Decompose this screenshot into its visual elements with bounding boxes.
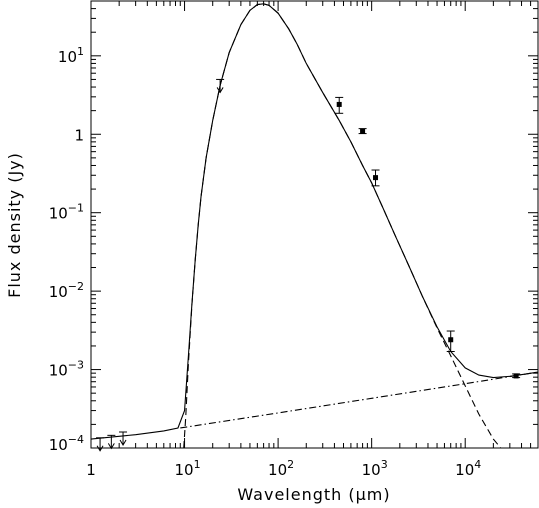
plot-frame (90, 0, 539, 449)
tick-label-base: 10 (175, 461, 194, 479)
tick-label-exponent: −1 (68, 202, 84, 215)
tick-label-base: 1 (74, 126, 84, 144)
tick-label-base: 10 (362, 461, 381, 479)
x-axis-label: Wavelength (μm) (237, 485, 390, 504)
y-tick-label: 10−4 (49, 433, 84, 454)
tick-label-exponent: 4 (474, 458, 481, 471)
y-tick-label: 101 (58, 45, 84, 66)
x-tick-label: 102 (268, 458, 294, 479)
x-tick-label: 101 (175, 458, 201, 479)
tick-label-base: 10 (455, 461, 474, 479)
x-tick-label: 104 (455, 458, 481, 479)
tick-label-exponent: 1 (194, 458, 201, 471)
y-tick-label: 10−1 (49, 202, 84, 223)
tick-label-base: 10 (49, 205, 68, 223)
tick-label-base: 10 (49, 436, 68, 454)
tick-label-base: 10 (49, 283, 68, 301)
tick-label-base: 10 (58, 48, 77, 66)
x-tick-label: 103 (362, 458, 388, 479)
data-point (448, 337, 454, 343)
model-curve-solid (91, 3, 538, 440)
tick-label-base: 10 (268, 461, 287, 479)
data-marks (96, 78, 521, 452)
tick-label-exponent: 1 (77, 45, 84, 58)
model-curve-dash-dot (180, 371, 538, 429)
tick-label-exponent: −4 (68, 433, 84, 446)
model-curve-dashed (183, 3, 502, 448)
data-point (360, 128, 366, 134)
y-tick-label: 10−2 (49, 280, 84, 301)
x-tick-labels: 1 101 102 103 104 (86, 458, 481, 479)
upper-limit-arrow (216, 87, 224, 94)
tick-label-base: 1 (86, 461, 96, 479)
tick-label-exponent: 3 (381, 458, 388, 471)
axis-ticks (90, 0, 539, 449)
tick-label-exponent: −3 (68, 359, 84, 372)
y-axis-label: Flux density (Jy) (5, 152, 24, 298)
model-curves (91, 3, 538, 448)
upper-limit-arrow (96, 445, 104, 452)
tick-label-exponent: −2 (68, 280, 84, 293)
upper-limit-arrow (119, 439, 127, 446)
tick-label-base: 10 (49, 362, 68, 380)
tick-label-exponent: 2 (287, 458, 294, 471)
y-tick-label: 1 (74, 126, 84, 144)
y-tick-label: 10−3 (49, 359, 84, 380)
x-tick-label: 1 (86, 461, 96, 479)
data-point (373, 175, 379, 181)
data-point (513, 373, 519, 379)
data-point (336, 101, 342, 107)
